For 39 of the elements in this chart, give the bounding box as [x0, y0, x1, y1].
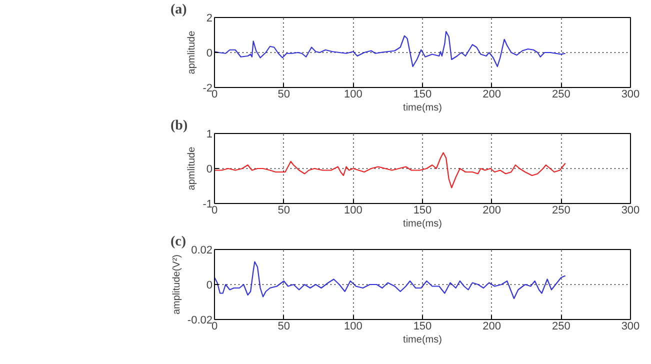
x-tick-label: 100 [344, 88, 362, 100]
x-axis-title: time(ms) [403, 334, 442, 346]
line-series [214, 261, 566, 300]
y-tick-label: -1 [202, 198, 212, 210]
x-tick-label: 100 [344, 204, 362, 216]
y-tick-label: 0 [206, 48, 213, 60]
y-axis-title: apmlitude [186, 30, 198, 74]
line-series [214, 30, 566, 68]
y-axis-title: apmlitude [186, 146, 198, 190]
x-tick-label: 150 [413, 88, 432, 100]
y-tick-label: -0.02 [187, 314, 213, 326]
chart-title: (b) [170, 118, 188, 134]
x-tick-label: 300 [621, 204, 640, 216]
x-tick-label: 50 [278, 204, 290, 216]
y-tick-label: -2 [202, 82, 212, 94]
chart-title: (a) [170, 2, 188, 18]
x-tick-label: 200 [482, 320, 502, 332]
line-series [214, 152, 566, 188]
x-tick-label: 250 [552, 204, 570, 216]
x-tick-label: 50 [278, 88, 290, 100]
y-tick-label: 2 [206, 12, 213, 24]
x-tick-label: 150 [413, 204, 432, 216]
x-tick-label: 300 [621, 88, 640, 100]
chart-title: (c) [170, 234, 186, 250]
x-tick-label: 50 [278, 320, 290, 332]
x-tick-label: 250 [552, 88, 570, 100]
x-tick-label: 200 [482, 88, 502, 100]
x-axis-title: time(ms) [403, 218, 442, 230]
x-tick-label: 250 [552, 320, 570, 332]
y-tick-label: 0 [206, 164, 213, 176]
x-axis-title: time(ms) [403, 102, 442, 114]
x-tick-label: 100 [344, 320, 362, 332]
y-axis-title: amplitude(V²) [171, 254, 182, 315]
x-tick-label: 150 [413, 320, 432, 332]
y-tick-label: 0 [206, 280, 213, 292]
y-tick-label: 0.02 [191, 244, 213, 256]
x-tick-label: 300 [621, 320, 640, 332]
y-tick-label: 1 [206, 128, 213, 140]
x-tick-label: 200 [482, 204, 502, 216]
